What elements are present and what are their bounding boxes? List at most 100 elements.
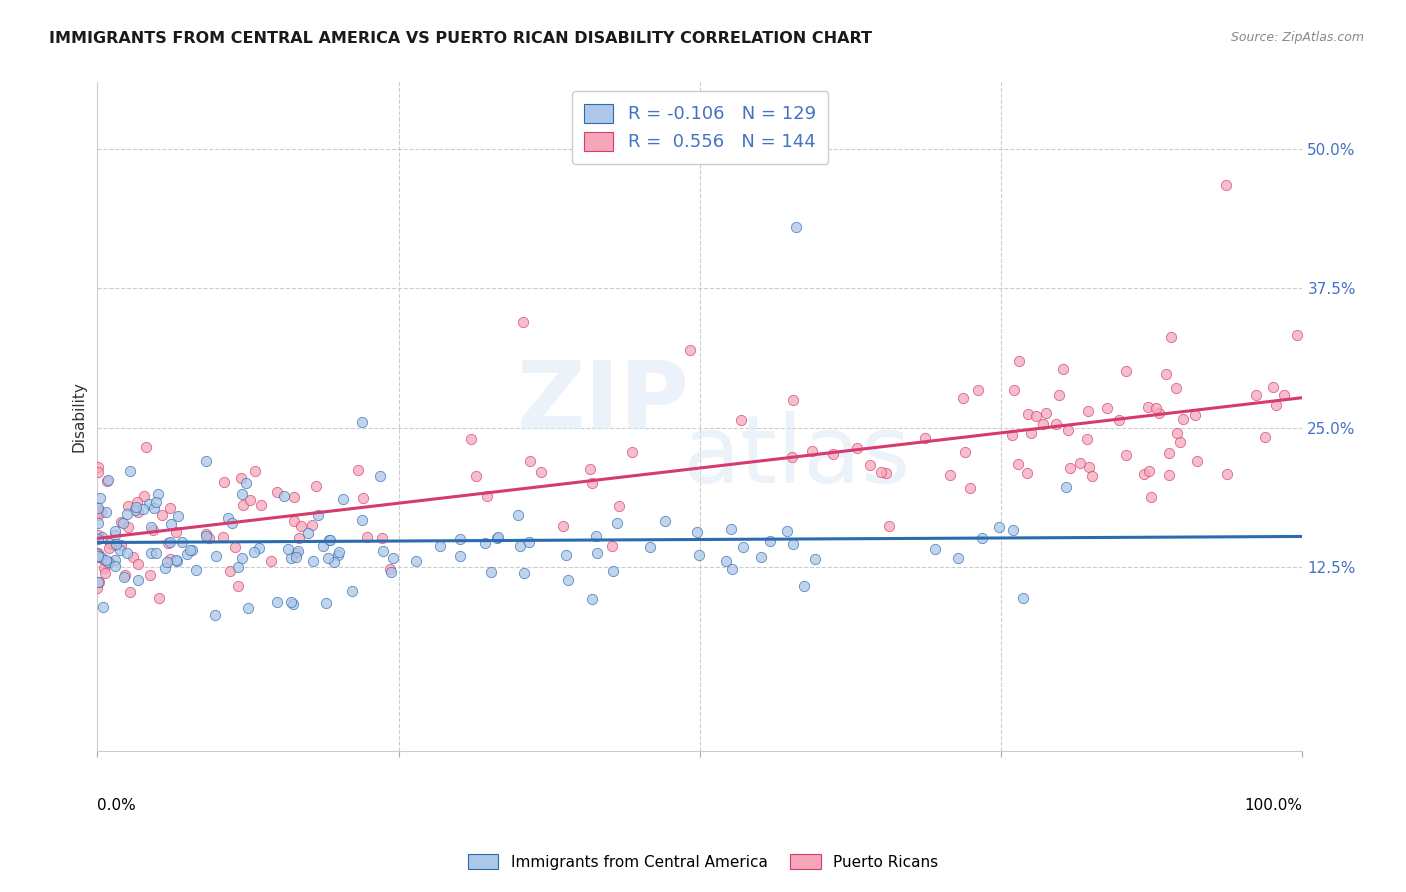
Point: [1021, 426, 1043, 441]
Point: [139, 546, 162, 560]
Point: [93, 566, 115, 581]
Point: [946, 551, 969, 566]
Text: 0.0%: 0.0%: [97, 798, 136, 814]
Point: [508, 508, 530, 523]
Point: [380, 565, 402, 579]
Point: [1002, 523, 1025, 537]
Point: [821, 447, 844, 461]
Point: [955, 444, 977, 458]
Point: [347, 463, 370, 477]
Point: [1132, 467, 1154, 481]
Point: [87, 500, 110, 515]
Point: [1166, 426, 1188, 441]
Point: [148, 591, 170, 606]
Point: [714, 554, 737, 568]
Point: [176, 547, 198, 561]
Point: [204, 549, 226, 564]
Point: [803, 552, 825, 566]
Point: [287, 544, 309, 558]
Point: [104, 528, 127, 542]
Point: [87, 508, 110, 522]
Point: [1008, 354, 1031, 368]
Point: [914, 431, 936, 445]
Point: [405, 554, 427, 568]
Point: [86, 549, 108, 564]
Point: [104, 558, 127, 573]
Point: [86, 516, 108, 531]
Point: [585, 529, 607, 543]
Point: [370, 531, 392, 545]
Point: [259, 554, 281, 568]
Point: [1168, 434, 1191, 449]
Point: [1157, 468, 1180, 483]
Point: [793, 579, 815, 593]
Point: [87, 460, 110, 475]
Point: [104, 553, 127, 567]
Point: [186, 563, 208, 577]
Point: [1032, 417, 1054, 431]
Point: [1261, 380, 1284, 394]
Point: [1115, 448, 1137, 462]
Point: [749, 549, 772, 564]
Point: [845, 442, 868, 456]
Point: [112, 570, 135, 584]
Point: [90, 530, 112, 544]
Point: [90, 550, 112, 565]
Point: [720, 523, 742, 537]
Point: [120, 464, 142, 478]
Point: [332, 491, 354, 506]
Point: [142, 523, 165, 537]
Point: [302, 554, 325, 568]
Point: [1285, 328, 1308, 343]
Point: [1137, 464, 1160, 478]
Point: [281, 597, 304, 611]
Point: [117, 499, 139, 513]
Point: [586, 546, 609, 560]
Point: [352, 415, 374, 429]
Point: [135, 440, 157, 454]
Point: [959, 481, 981, 495]
Point: [132, 502, 155, 516]
Point: [315, 596, 337, 610]
Point: [115, 545, 138, 559]
Point: [150, 508, 173, 522]
Text: IMMIGRANTS FROM CENTRAL AMERICA VS PUERTO RICAN DISABILITY CORRELATION CHART: IMMIGRANTS FROM CENTRAL AMERICA VS PUERT…: [49, 31, 872, 46]
Point: [97, 541, 120, 556]
Point: [1017, 407, 1039, 421]
Point: [125, 500, 148, 514]
Point: [87, 465, 110, 479]
Point: [243, 545, 266, 559]
Point: [318, 533, 340, 547]
Point: [247, 541, 270, 556]
Point: [686, 524, 709, 539]
Point: [212, 531, 235, 545]
Point: [1076, 432, 1098, 446]
Point: [96, 505, 118, 519]
Point: [235, 475, 257, 490]
Point: [97, 555, 120, 569]
Point: [166, 554, 188, 568]
Point: [449, 549, 471, 564]
Point: [1187, 454, 1209, 468]
Point: [108, 542, 131, 557]
Point: [877, 519, 900, 533]
Point: [356, 530, 378, 544]
Point: [1001, 428, 1024, 442]
Point: [280, 594, 302, 608]
Point: [221, 516, 243, 530]
Point: [111, 516, 134, 530]
Point: [87, 546, 110, 560]
Point: [474, 536, 496, 550]
Point: [1045, 417, 1067, 431]
Point: [316, 550, 339, 565]
Point: [1007, 457, 1029, 471]
Point: [782, 393, 804, 408]
Point: [1002, 383, 1025, 397]
Point: [460, 432, 482, 446]
Point: [139, 568, 162, 582]
Point: [91, 599, 114, 614]
Point: [159, 535, 181, 549]
Point: [758, 534, 780, 549]
Point: [640, 540, 662, 554]
Point: [156, 555, 179, 569]
